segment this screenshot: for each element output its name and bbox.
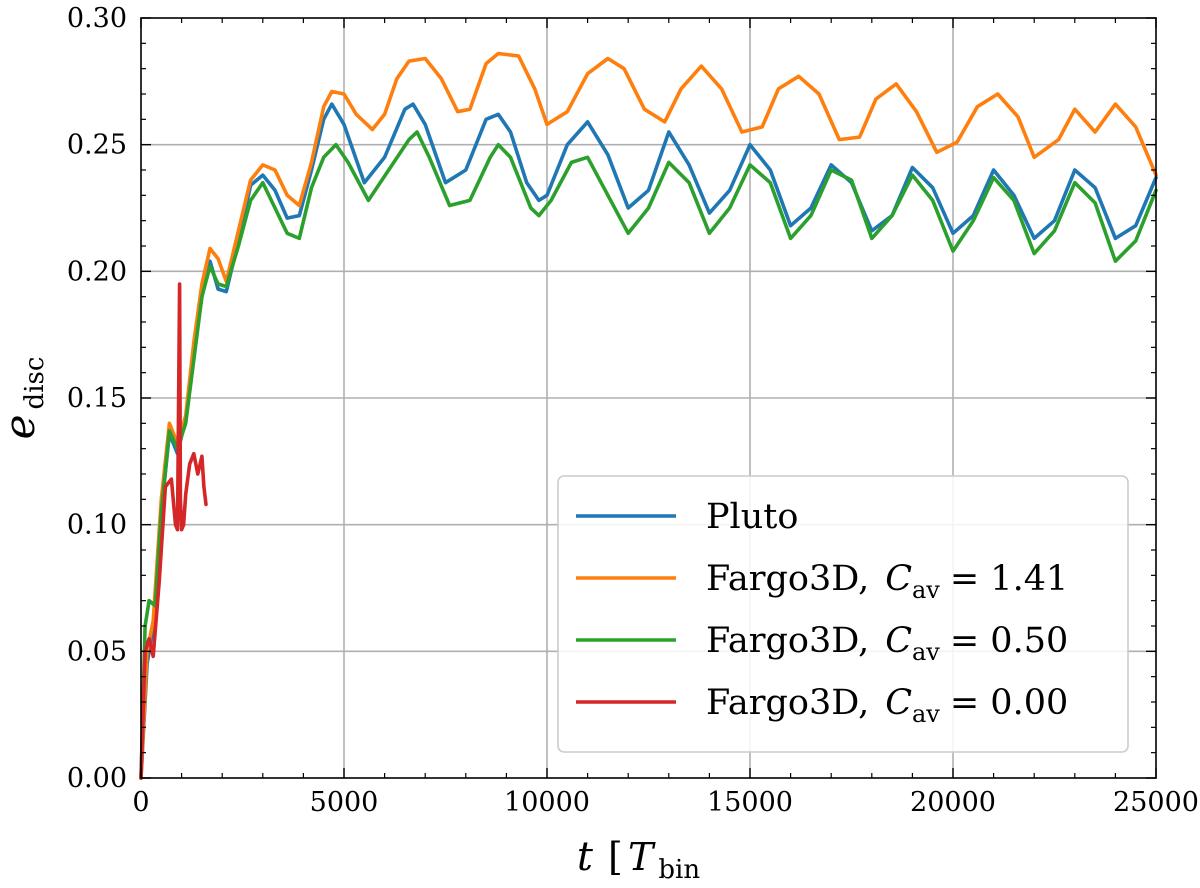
x-tick-label: 20000 [910, 787, 996, 818]
x-axis-label-subscript: bin [658, 855, 700, 885]
x-tick-label: 10000 [504, 787, 590, 818]
legend-box [557, 475, 1129, 753]
y-axis-label-subscript: disc [20, 357, 50, 410]
legend-label: Fargo3D, Cav = 0.50 [706, 621, 1068, 666]
series-line-1 [139, 102, 1158, 780]
legend-label: Fargo3D, Cav = 1.41 [706, 559, 1068, 604]
y-tick-label: 0.30 [67, 3, 127, 34]
y-tick-label: 0.10 [67, 510, 127, 541]
legend: Pluto Fargo3D, Cav = 1.41 Fargo3D, Cav = 0.50 F… [557, 475, 1129, 753]
series-lines [139, 51, 1158, 780]
x-tick-label: 5000 [310, 787, 379, 818]
axis-ticks: 0 5000 10000 15000 20000 25000 0.00 0.05 0.10 0.1… [67, 3, 1199, 818]
y-tick-label: 0.00 [67, 763, 127, 794]
y-axis-label-symbol: e [0, 415, 44, 440]
y-tick-label: 0.05 [67, 636, 127, 667]
y-tick-label: 0.20 [67, 256, 127, 287]
legend-label: Pluto [706, 497, 798, 537]
y-tick-label: 0.15 [67, 383, 127, 414]
x-tick-label: 25000 [1113, 787, 1199, 818]
series-line-3 [139, 130, 1158, 780]
x-axis-label-unit: T [628, 835, 656, 879]
svg-text:e disc: e disc [0, 357, 50, 440]
svg-text:t [ T bin: t [ T bin [577, 834, 701, 885]
y-tick-label: 0.25 [67, 130, 127, 161]
series-line-4 [139, 282, 208, 780]
x-axis-label-symbol: t [577, 834, 594, 880]
x-axis-label-open: [ [608, 835, 623, 879]
x-tick-label: 0 [132, 787, 149, 818]
x-axis-label: t [ T bin [577, 834, 701, 885]
x-tick-label: 15000 [707, 787, 793, 818]
legend-label: Fargo3D, Cav = 0.00 [706, 683, 1068, 728]
y-axis-label: e disc [0, 357, 50, 440]
